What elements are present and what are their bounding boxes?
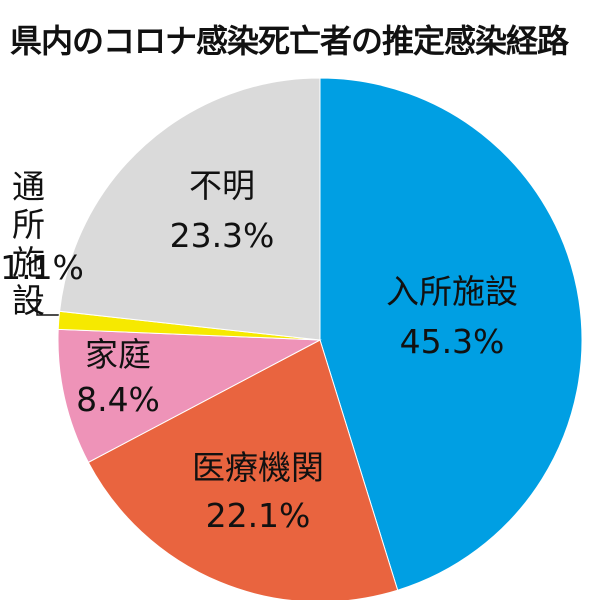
- slice-label: 入所施設: [386, 272, 518, 312]
- value-label: 23.3%: [169, 216, 275, 256]
- value-label: 8.4%: [76, 380, 160, 420]
- pie-slice: [87, 339, 399, 600]
- chart-title: 県内のコロナ感染死亡者の推定感染経路: [10, 22, 569, 60]
- pie-slice: [57, 328, 322, 464]
- slice-label: 家庭: [85, 335, 151, 375]
- pie-slice: [59, 77, 321, 341]
- value-label: 45.3%: [399, 322, 505, 362]
- slice-label: 不明: [189, 166, 255, 206]
- value-label: 1.1%: [0, 248, 84, 288]
- slice-label: 医療機関: [192, 448, 324, 488]
- slice-label: 通所施設: [12, 167, 45, 320]
- value-label: 22.1%: [205, 496, 311, 536]
- leader-line: [36, 290, 68, 316]
- pie-slice: [319, 77, 583, 591]
